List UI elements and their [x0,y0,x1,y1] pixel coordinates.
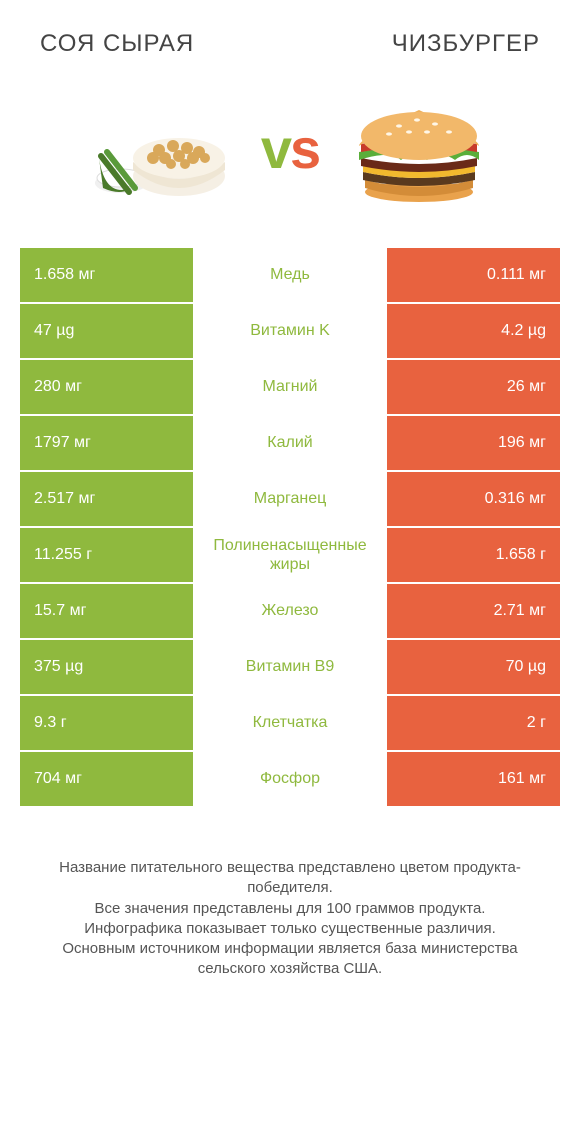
left-value-cell: 15.7 мг [20,584,193,640]
table-row: 280 мгМагний26 мг [20,360,560,416]
nutrient-name-cell: Полиненасыщенные жиры [193,528,387,584]
right-food-image [339,88,499,208]
right-value-cell: 0.316 мг [387,472,560,528]
right-food-title: Чизбургер [392,30,540,58]
table-row: 375 µgВитамин B970 µg [20,640,560,696]
table-row: 15.7 мгЖелезо2.71 мг [20,584,560,640]
right-value-cell: 70 µg [387,640,560,696]
left-value-cell: 1.658 мг [20,248,193,304]
footer-line: Название питательного вещества представл… [30,858,550,899]
right-value-cell: 2.71 мг [387,584,560,640]
left-value-cell: 704 мг [20,752,193,808]
right-value-cell: 1.658 г [387,528,560,584]
nutrient-name-cell: Магний [193,360,387,416]
nutrient-name-cell: Калий [193,416,387,472]
footer-line: Все значения представлены для 100 граммо… [30,899,550,919]
table-row: 47 µgВитамин K4.2 µg [20,304,560,360]
table-row: 2.517 мгМарганец0.316 мг [20,472,560,528]
footer-line: Инфографика показывает только существенн… [30,919,550,939]
table-row: 1797 мгКалий196 мг [20,416,560,472]
right-value-cell: 2 г [387,696,560,752]
vs-v: v [261,117,290,180]
nutrient-name-cell: Витамин K [193,304,387,360]
left-value-cell: 47 µg [20,304,193,360]
table-row: 704 мгФосфор161 мг [20,752,560,808]
nutrient-name-cell: Витамин B9 [193,640,387,696]
vs-s: s [290,117,319,180]
nutrient-name-cell: Железо [193,584,387,640]
table-row: 9.3 гКлетчатка2 г [20,696,560,752]
left-value-cell: 9.3 г [20,696,193,752]
right-value-cell: 196 мг [387,416,560,472]
footer-line: Основным источником информации является … [30,939,550,980]
left-food-title: Соя сырая [40,30,194,58]
vs-row: vs [20,88,560,208]
footer-notes: Название питательного вещества представл… [20,858,560,980]
right-value-cell: 4.2 µg [387,304,560,360]
comparison-header: Соя сырая Чизбургер [20,30,560,58]
right-value-cell: 0.111 мг [387,248,560,304]
nutrient-name-cell: Медь [193,248,387,304]
left-value-cell: 2.517 мг [20,472,193,528]
left-value-cell: 375 µg [20,640,193,696]
vs-label: vs [261,116,319,181]
right-value-cell: 26 мг [387,360,560,416]
left-food-image [81,88,241,208]
left-value-cell: 11.255 г [20,528,193,584]
right-value-cell: 161 мг [387,752,560,808]
nutrition-table: 1.658 мгМедь0.111 мг47 µgВитамин K4.2 µg… [20,248,560,808]
left-value-cell: 280 мг [20,360,193,416]
table-row: 11.255 гПолиненасыщенные жиры1.658 г [20,528,560,584]
table-row: 1.658 мгМедь0.111 мг [20,248,560,304]
nutrient-name-cell: Марганец [193,472,387,528]
nutrient-name-cell: Клетчатка [193,696,387,752]
nutrient-name-cell: Фосфор [193,752,387,808]
left-value-cell: 1797 мг [20,416,193,472]
